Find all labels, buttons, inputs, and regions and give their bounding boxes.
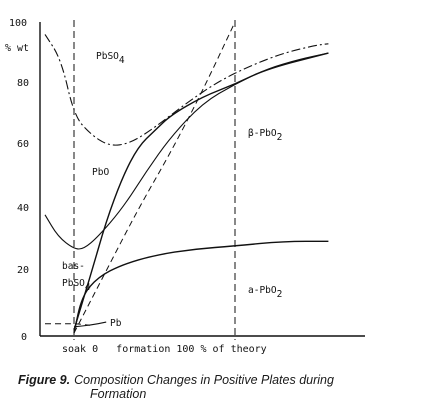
- label-pbo: PbO: [92, 167, 109, 178]
- caption-line1: Composition Changes in Positive Plates d…: [74, 373, 334, 387]
- label-bas-pbso4-line2: PbSO4: [62, 278, 91, 293]
- series-layer: [44, 21, 329, 334]
- caption-figure-label: Figure 9.: [18, 373, 71, 387]
- y-tick-label-100: 100: [9, 18, 27, 29]
- series-line-4: [73, 240, 329, 334]
- y-tick-label-20: 20: [17, 265, 29, 276]
- series-line-6: [45, 323, 91, 326]
- y-tick-label-40: 40: [17, 203, 29, 214]
- y-tick-label-0: 0: [21, 332, 27, 343]
- series-line-5: [73, 21, 236, 334]
- label-pbso4: PbSO4: [96, 51, 125, 66]
- y-axis-label: % wt: [5, 43, 29, 54]
- label-bas-pbso4-line1: bas-: [62, 261, 85, 272]
- label-pb: Pb: [110, 318, 122, 329]
- label-beta-pbo2: β-PbO2: [248, 128, 282, 143]
- caption-line2: Formation: [90, 387, 147, 401]
- label-alpha-pbo2: a-PbO2: [248, 285, 282, 300]
- x-axis-label: soak 0 formation 100 % of theory: [62, 344, 267, 355]
- series-line-3: [73, 52, 329, 331]
- figure-caption: Figure 9. Composition Changes in Positive…: [18, 373, 418, 401]
- y-tick-label-60: 60: [17, 139, 29, 150]
- y-tick-label-80: 80: [17, 78, 29, 89]
- series-line-7: [73, 321, 107, 328]
- series-line-2: [44, 52, 329, 250]
- series-line-1: [44, 34, 329, 146]
